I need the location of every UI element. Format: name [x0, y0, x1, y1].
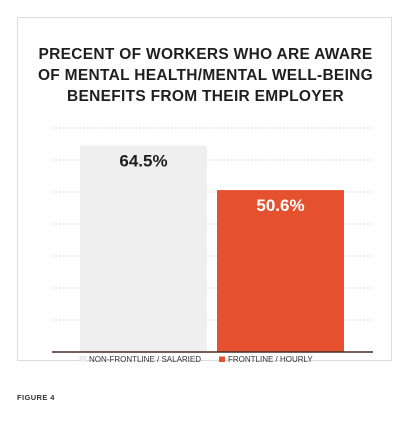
- bar-value-label: 50.6%: [256, 196, 304, 215]
- figure-label: FIGURE 4: [17, 393, 55, 402]
- bar-value-label: 64.5%: [119, 152, 167, 171]
- chart-title: PRECENT OF WORKERS WHO ARE AWARE OF MENT…: [37, 46, 374, 105]
- legend-swatch: [79, 356, 87, 362]
- legend-swatch: [219, 356, 225, 362]
- legend-label: FRONTLINE / HOURLY: [228, 355, 313, 362]
- bar-chart: 64.5% 50.6% NON-FRONTLINE / SALARIED FRONTL…: [52, 127, 373, 362]
- bar-frontline-hourly: [217, 190, 344, 352]
- chart-card: PRECENT OF WORKERS WHO ARE AWARE OF MENT…: [17, 17, 392, 362]
- legend-label: NON-FRONTLINE / SALARIED: [89, 355, 201, 362]
- bar-non-frontline-salaried: [80, 145, 207, 352]
